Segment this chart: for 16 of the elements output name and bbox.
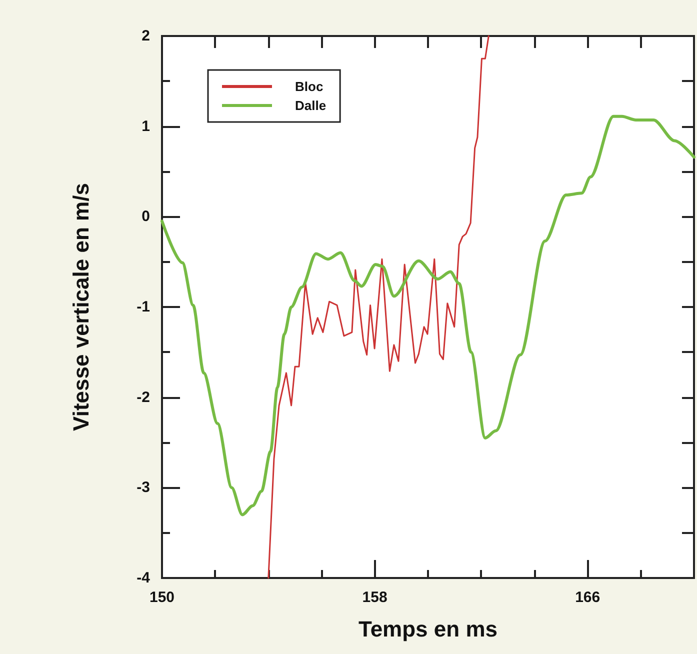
y-tick-label: 2 [142, 28, 150, 44]
y-tick-label: -4 [136, 570, 151, 586]
y-axis-title: Vitesse verticale en m/s [68, 183, 94, 431]
y-tick-label: -1 [136, 298, 150, 316]
y-tick-label: 1 [142, 118, 150, 135]
y-tick-label: -3 [136, 479, 150, 496]
legend-label: Dalle [295, 98, 326, 113]
x-axis-title: Temps en ms [358, 616, 498, 642]
legend-label: Bloc [295, 79, 324, 94]
line-series [160, 114, 696, 516]
x-tick-label: 158 [362, 589, 388, 606]
y-tick-label: -2 [136, 388, 150, 406]
y-tick-label: 0 [142, 208, 150, 226]
x-tick-label: 150 [149, 589, 175, 606]
x-tick-label: 166 [575, 589, 600, 606]
line-series [268, 35, 490, 579]
